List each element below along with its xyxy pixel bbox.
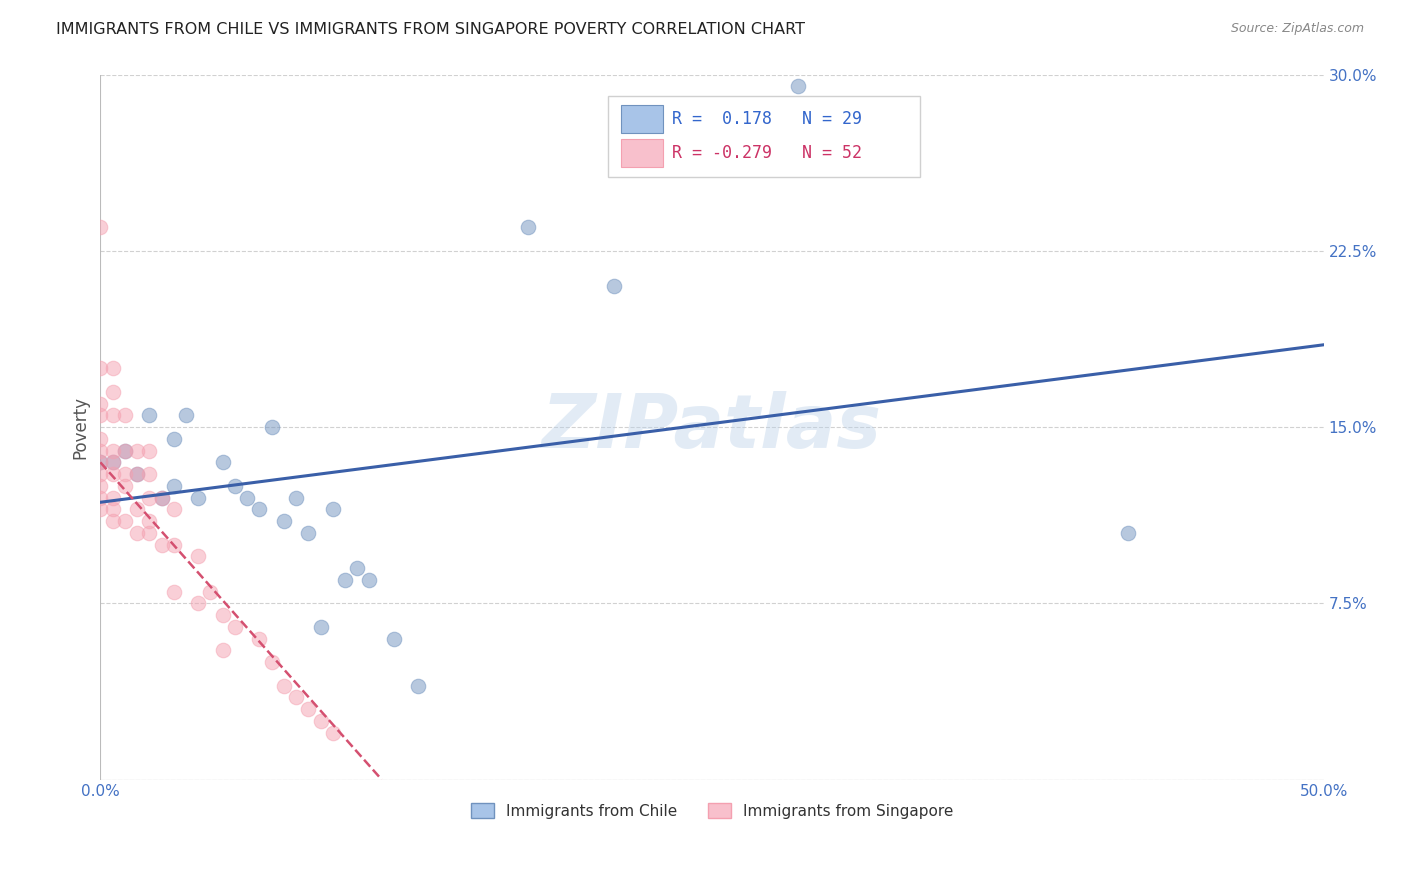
Point bbox=[285, 491, 308, 505]
Point bbox=[150, 491, 173, 505]
Point bbox=[224, 620, 246, 634]
Point bbox=[346, 561, 368, 575]
Point bbox=[150, 491, 173, 505]
Point bbox=[163, 538, 186, 552]
Point bbox=[101, 455, 124, 469]
Point bbox=[309, 714, 332, 728]
Point bbox=[138, 409, 160, 423]
Point bbox=[89, 502, 111, 516]
Point bbox=[101, 514, 124, 528]
FancyBboxPatch shape bbox=[621, 105, 664, 133]
FancyBboxPatch shape bbox=[607, 95, 920, 177]
Point bbox=[187, 491, 209, 505]
Point bbox=[101, 491, 124, 505]
Point bbox=[359, 573, 381, 587]
Legend: Immigrants from Chile, Immigrants from Singapore: Immigrants from Chile, Immigrants from S… bbox=[464, 797, 959, 825]
Point bbox=[163, 432, 186, 446]
Point bbox=[89, 443, 111, 458]
Point bbox=[101, 467, 124, 481]
Point bbox=[101, 384, 124, 399]
Point bbox=[101, 502, 124, 516]
Point bbox=[89, 467, 111, 481]
Point bbox=[114, 443, 136, 458]
Point bbox=[150, 538, 173, 552]
Point bbox=[125, 467, 148, 481]
Text: R = -0.279   N = 52: R = -0.279 N = 52 bbox=[672, 144, 862, 161]
Point bbox=[89, 455, 111, 469]
Y-axis label: Poverty: Poverty bbox=[72, 395, 89, 458]
Point bbox=[517, 220, 540, 235]
Point bbox=[125, 525, 148, 540]
Point bbox=[211, 643, 233, 657]
Point bbox=[101, 409, 124, 423]
Point bbox=[114, 479, 136, 493]
Point bbox=[187, 596, 209, 610]
Point bbox=[125, 467, 148, 481]
Point bbox=[786, 79, 808, 94]
Point bbox=[114, 443, 136, 458]
Point bbox=[309, 620, 332, 634]
Point bbox=[260, 420, 283, 434]
Point bbox=[247, 632, 270, 646]
Point bbox=[297, 702, 319, 716]
Text: IMMIGRANTS FROM CHILE VS IMMIGRANTS FROM SINGAPORE POVERTY CORRELATION CHART: IMMIGRANTS FROM CHILE VS IMMIGRANTS FROM… bbox=[56, 22, 806, 37]
Point bbox=[89, 396, 111, 410]
Point bbox=[260, 655, 283, 669]
Point bbox=[200, 584, 222, 599]
Point bbox=[125, 502, 148, 516]
Point bbox=[138, 491, 160, 505]
Point bbox=[138, 514, 160, 528]
Point bbox=[89, 491, 111, 505]
Text: Source: ZipAtlas.com: Source: ZipAtlas.com bbox=[1230, 22, 1364, 36]
Point bbox=[382, 632, 405, 646]
Point bbox=[236, 491, 259, 505]
Point bbox=[163, 502, 186, 516]
Point bbox=[187, 549, 209, 564]
Point bbox=[101, 455, 124, 469]
Point bbox=[273, 679, 295, 693]
Point bbox=[138, 467, 160, 481]
Point bbox=[273, 514, 295, 528]
Point bbox=[408, 679, 430, 693]
Point bbox=[114, 467, 136, 481]
Point bbox=[211, 455, 233, 469]
Point bbox=[114, 409, 136, 423]
Point bbox=[89, 455, 111, 469]
Point bbox=[211, 608, 233, 623]
FancyBboxPatch shape bbox=[621, 138, 664, 167]
Point bbox=[114, 514, 136, 528]
Text: ZIPatlas: ZIPatlas bbox=[541, 391, 882, 464]
Point bbox=[163, 479, 186, 493]
Point bbox=[89, 361, 111, 376]
Point bbox=[125, 443, 148, 458]
Text: R =  0.178   N = 29: R = 0.178 N = 29 bbox=[672, 110, 862, 128]
Point bbox=[333, 573, 356, 587]
Point bbox=[138, 443, 160, 458]
Point bbox=[101, 361, 124, 376]
Point bbox=[285, 690, 308, 705]
Point bbox=[89, 409, 111, 423]
Point bbox=[603, 279, 626, 293]
Point bbox=[89, 220, 111, 235]
Point bbox=[89, 432, 111, 446]
Point bbox=[174, 409, 197, 423]
Point bbox=[322, 725, 344, 739]
Point bbox=[247, 502, 270, 516]
Point bbox=[163, 584, 186, 599]
Point bbox=[101, 443, 124, 458]
Point bbox=[138, 525, 160, 540]
Point bbox=[322, 502, 344, 516]
Point bbox=[89, 479, 111, 493]
Point bbox=[1116, 525, 1139, 540]
Point bbox=[297, 525, 319, 540]
Point bbox=[224, 479, 246, 493]
